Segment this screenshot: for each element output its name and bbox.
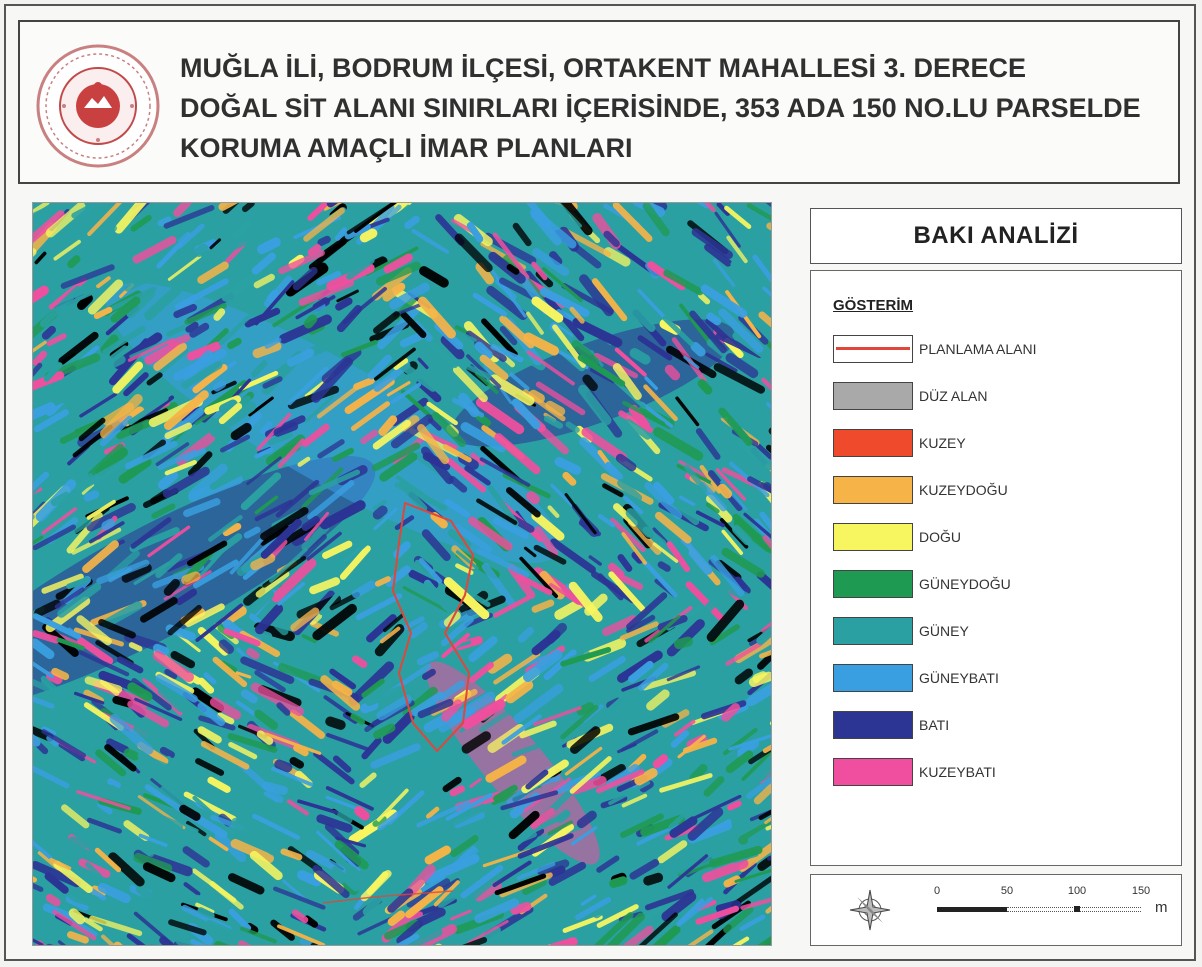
legend-item: KUZEY [833,429,1163,459]
scale-tick-100: 100 [1067,885,1087,897]
legend-item: GÜNEYDOĞU [833,570,1163,600]
scale-bar: 0 50 100 150 m [933,885,1168,935]
ministry-seal-icon [34,42,162,170]
legend-label: GÜNEYBATI [919,670,999,686]
legend: GÖSTERİM PLANLAMA ALANI DÜZ ALAN KUZEY KUZE… [810,270,1182,866]
scale-marker-100 [1074,906,1080,912]
map-sheet: MUĞLA İLİ, BODRUM İLÇESİ, ORTAKENT MAHAL… [4,4,1196,961]
legend-item: BATI [833,711,1163,741]
legend-swatch [833,570,913,598]
scale-tick-50: 50 [1000,885,1014,897]
legend-item: KUZEYDOĞU [833,476,1163,506]
scale-segment-50-100 [1007,907,1077,912]
analysis-title-box: BAKI ANALİZİ [810,208,1182,264]
title-line-1: MUĞLA İLİ, BODRUM İLÇESİ, ORTAKENT MAHAL… [180,53,1027,83]
header-panel: MUĞLA İLİ, BODRUM İLÇESİ, ORTAKENT MAHAL… [18,20,1180,184]
title-line-2: DOĞAL SİT ALANI SINIRLARI İÇERİSİNDE, 35… [180,93,1141,123]
legend-swatch [833,382,913,410]
legend-swatch [833,664,913,692]
legend-item: KUZEYBATI [833,758,1163,788]
analysis-title: BAKI ANALİZİ [913,222,1079,249]
legend-label: DÜZ ALAN [919,388,988,404]
legend-swatch [833,711,913,739]
legend-label: BATI [919,717,950,733]
legend-label: DOĞU [919,529,961,545]
legend-heading: GÖSTERİM [833,297,914,314]
planning-area-boundary [391,501,475,753]
legend-item: PLANLAMA ALANI [833,335,1163,365]
legend-item: DOĞU [833,523,1163,553]
scale-segment-0-50 [937,907,1007,912]
legend-swatch [833,429,913,457]
legend-swatch [833,335,913,363]
legend-label: PLANLAMA ALANI [919,341,1037,357]
legend-item: GÜNEY [833,617,1163,647]
legend-label: GÜNEYDOĞU [919,576,1011,592]
title-line-3: KORUMA AMAÇLI İMAR PLANLARI [180,133,633,163]
legend-label: KUZEY [919,435,966,451]
aspect-raster [33,203,771,945]
legend-label: KUZEYBATI [919,764,996,780]
legend-swatch [833,523,913,551]
legend-label: GÜNEY [919,623,969,639]
scale-unit: m [1155,899,1168,916]
scale-tick-150: 150 [1131,885,1151,897]
scale-panel: 0 50 100 150 m [810,874,1182,946]
plan-title: MUĞLA İLİ, BODRUM İLÇESİ, ORTAKENT MAHAL… [180,48,1180,168]
legend-item: GÜNEYBATI [833,664,1163,694]
legend-swatch [833,758,913,786]
north-arrow-compass-icon [849,889,891,931]
legend-swatch [833,476,913,504]
scale-segment-100-150 [1077,907,1141,912]
legend-swatch [833,617,913,645]
aspect-analysis-map [32,202,772,946]
legend-item: DÜZ ALAN [833,382,1163,412]
legend-label: KUZEYDOĞU [919,482,1008,498]
scale-tick-0: 0 [933,885,941,897]
